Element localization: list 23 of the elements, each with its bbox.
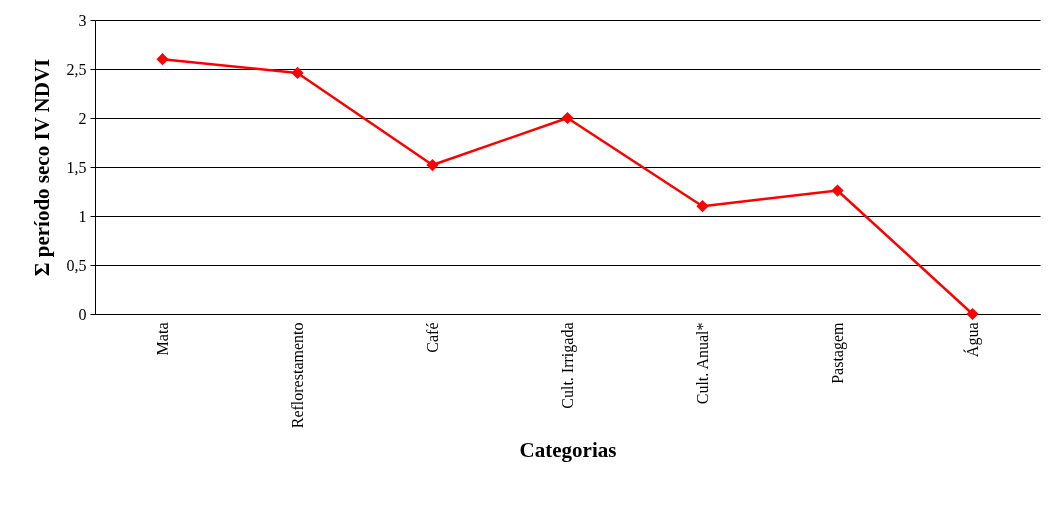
x-tick-label: Mata	[154, 322, 171, 356]
x-tick-label: Pastagem	[829, 321, 847, 384]
x-tick-label: Cult. Irrigada	[559, 322, 577, 409]
x-tick-label: Água	[963, 322, 982, 358]
point	[831, 184, 844, 197]
point	[696, 200, 709, 213]
y-tick-label: 2	[78, 109, 87, 127]
point	[966, 307, 979, 321]
y-axis-title: Σ período seco IV NDVI	[29, 58, 54, 277]
y-tick-label: 3	[78, 11, 87, 29]
point	[561, 111, 574, 125]
x-axis-title: Categorias	[519, 438, 617, 463]
x-tick-label: Cult. Anual*	[694, 322, 711, 405]
y-tick-label: 0,5	[66, 256, 87, 274]
y-tick-label: 0	[78, 305, 87, 323]
x-tick-label: Reflorestamento	[289, 322, 306, 429]
y-tick-label: 1,5	[66, 158, 87, 176]
point	[156, 53, 169, 66]
y-tick-label: 1	[78, 207, 87, 225]
point	[426, 158, 439, 172]
y-tick-label: 2,5	[66, 60, 87, 78]
x-tick-label: Café	[424, 322, 441, 353]
point	[291, 66, 304, 80]
